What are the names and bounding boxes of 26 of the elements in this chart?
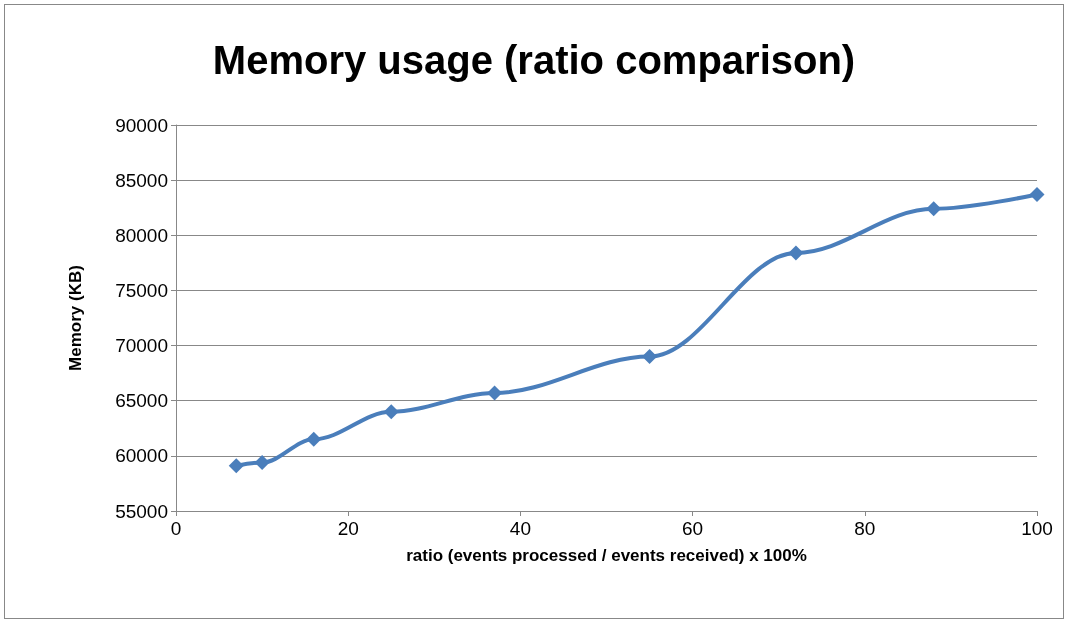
x-tick-label: 100 (1021, 518, 1053, 539)
point (228, 458, 244, 474)
y-axis-title: Memory (KB) (66, 265, 85, 371)
chart-title: Memory usage (ratio comparison) (212, 38, 856, 82)
point (642, 349, 658, 365)
x-tick-label: 80 (854, 518, 876, 539)
x-tick-label: 0 (170, 518, 182, 539)
x-axis-title: ratio (events processed / events received) x 100% (406, 546, 807, 565)
y-tick-label: 75000 (115, 279, 168, 301)
y-tick-label: 55000 (115, 500, 168, 522)
y-tick-label: 60000 (115, 445, 168, 467)
y-tick-label: 65000 (115, 390, 168, 412)
y-tick-label: 80000 (115, 224, 168, 246)
point (1029, 186, 1045, 202)
point (254, 454, 270, 470)
y-tick-label: 90000 (115, 114, 168, 136)
y-tick-label: 70000 (115, 335, 168, 357)
point (926, 201, 942, 217)
point (383, 404, 399, 420)
point (487, 385, 503, 401)
y-tick-label: 85000 (115, 169, 168, 191)
point (306, 431, 322, 447)
point (788, 245, 804, 261)
x-tick-label: 20 (337, 518, 359, 539)
x-tick-label: 40 (509, 518, 531, 539)
x-tick-label: 60 (682, 518, 704, 539)
